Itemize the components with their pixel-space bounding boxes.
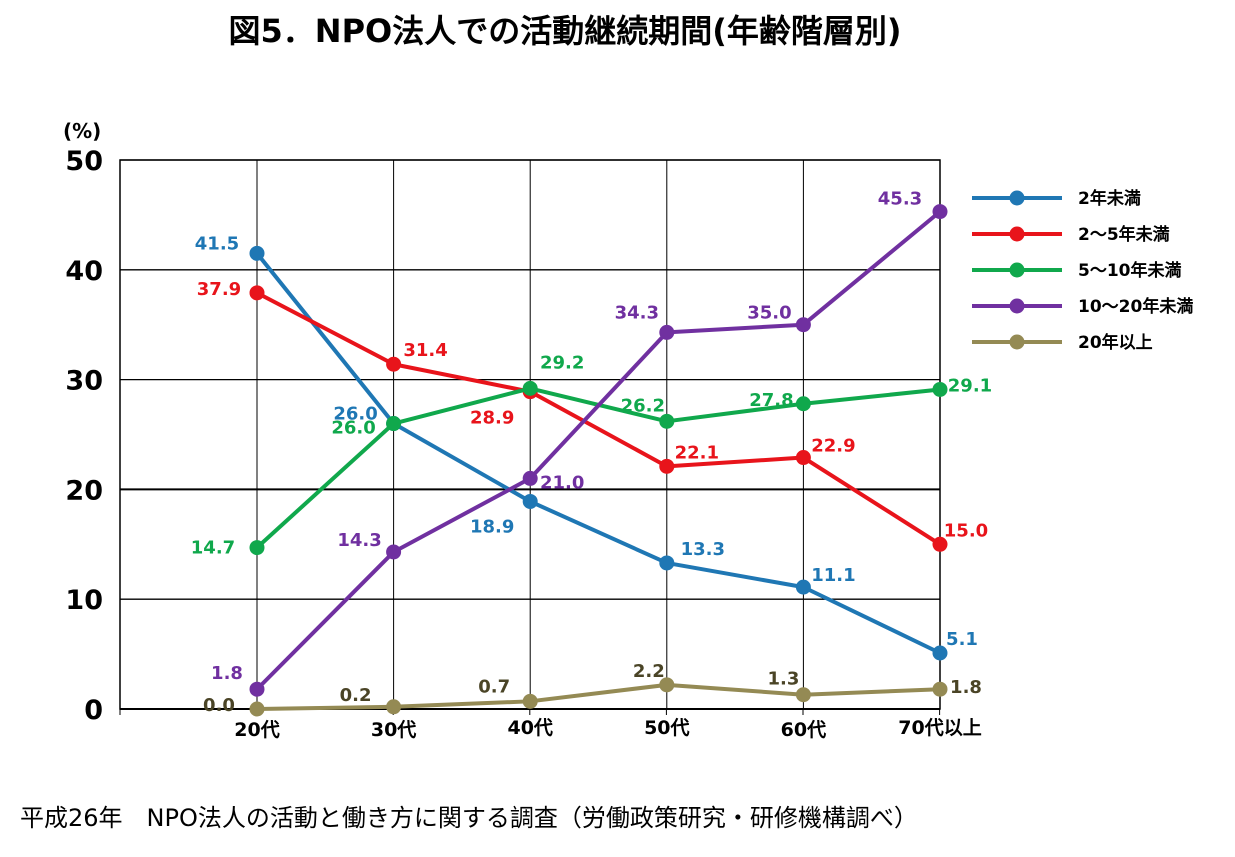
series-3-point-2 [522, 470, 538, 486]
series-3-label-4: 35.0 [747, 303, 791, 324]
legend-marker-4 [1009, 334, 1025, 350]
legend-marker-2 [1009, 262, 1025, 278]
series-2-label-3: 26.2 [621, 395, 665, 416]
legend-marker-3 [1009, 298, 1025, 314]
x-tick-label-2: 40代 [507, 717, 552, 739]
legend-label-0: 2年未満 [1078, 188, 1141, 209]
series-4-label-3: 2.2 [633, 661, 665, 682]
series-1-label-2: 28.9 [470, 408, 514, 429]
series-3-label-5: 45.3 [878, 189, 922, 210]
series-4-point-3 [659, 677, 675, 693]
chart-title: 図5．NPO法人での活動継続期間(年齢階層別) [229, 12, 902, 50]
series-2-point-2 [522, 380, 538, 396]
series-0-point-0 [249, 245, 265, 261]
series-4-label-4: 1.3 [767, 669, 799, 690]
y-axis-ticks: 0 10 20 30 40 50 [65, 146, 103, 726]
legend: 2年未満 2～5年未満 5～10年未満 10～20年未満 20年以上 [972, 188, 1193, 353]
series-4-point-1 [386, 699, 402, 715]
series-3-label-2: 21.0 [540, 472, 584, 493]
series-line-4 [256, 682, 941, 711]
series-1-label-0: 37.9 [197, 279, 241, 300]
series-0-label-3: 13.3 [681, 539, 725, 560]
y-tick-label-0: 0 [84, 695, 103, 726]
series-2-label-4: 27.8 [749, 390, 793, 411]
series-line-1 [256, 291, 942, 546]
legend-marker-0 [1009, 190, 1025, 206]
series-3-label-0: 1.8 [211, 663, 243, 684]
series-3-point-4 [795, 317, 811, 333]
series-1-label-1: 31.4 [403, 340, 447, 361]
series-2-label-2: 29.2 [540, 352, 584, 373]
x-tick-label-4: 60代 [781, 719, 826, 741]
series-3-point-3 [659, 324, 675, 340]
data-labels: 41.5 26.0 18.9 13.3 11.1 5.1 37.9 31.4 28.9 22.1 2… [191, 189, 992, 716]
series-group [249, 204, 948, 717]
y-tick-label-40: 40 [65, 256, 103, 287]
x-tick-label-0: 20代 [234, 719, 279, 741]
x-tick-label-3: 50代 [644, 717, 689, 739]
x-tick-label-5: 70代以上 [898, 717, 981, 739]
source-note: 平成26年 NPO法人の活動と働き方に関する調査（労働政策研究・研修機構調べ） [20, 804, 918, 832]
series-4-point-0 [249, 701, 265, 717]
series-1-point-5 [932, 536, 948, 552]
legend-label-4: 20年以上 [1078, 332, 1153, 353]
series-0-label-0: 41.5 [195, 233, 239, 254]
y-tick-label-10: 10 [65, 585, 103, 616]
series-2-point-1 [386, 416, 402, 432]
y-tick-label-20: 20 [65, 475, 103, 506]
series-2-label-5: 29.1 [948, 375, 992, 396]
series-0-label-1: 26.0 [333, 404, 377, 425]
y-tick-label-50: 50 [65, 146, 103, 177]
series-4-point-2 [522, 693, 538, 709]
series-3-label-3: 34.3 [615, 302, 659, 323]
series-1-point-3 [659, 458, 675, 474]
series-0-label-5: 5.1 [946, 629, 978, 650]
series-2-label-0: 14.7 [191, 538, 235, 559]
series-1-label-4: 22.9 [811, 436, 855, 457]
series-3-point-0 [249, 681, 265, 697]
gridlines [119, 159, 941, 715]
series-3-label-1: 14.3 [337, 530, 381, 551]
series-2-point-0 [249, 540, 265, 556]
series-0-point-5 [932, 645, 948, 661]
legend-marker-1 [1009, 226, 1025, 242]
series-4-label-2: 0.7 [478, 676, 510, 697]
series-0-label-2: 18.9 [470, 516, 514, 537]
series-line-0 [255, 252, 941, 655]
series-4-label-1: 0.2 [340, 685, 372, 706]
series-4-point-5 [932, 681, 948, 697]
x-axis-ticks: 20代 30代 40代 50代 60代 70代以上 [234, 717, 981, 741]
series-3-point-1 [386, 544, 402, 560]
series-4-label-0: 0.0 [203, 695, 235, 716]
series-1-point-0 [249, 285, 265, 301]
series-2-point-4 [795, 396, 811, 412]
series-0-label-4: 11.1 [811, 565, 855, 586]
y-axis-unit: (%) [63, 119, 101, 143]
series-1-label-3: 22.1 [675, 442, 719, 463]
series-3-point-5 [932, 204, 948, 220]
series-0-point-3 [659, 555, 675, 571]
series-2-point-3 [659, 413, 675, 429]
series-0-point-2 [522, 493, 538, 509]
x-tick-label-1: 30代 [371, 719, 416, 741]
series-0-point-4 [795, 579, 811, 595]
y-tick-label-30: 30 [65, 366, 103, 397]
series-4-point-4 [795, 687, 811, 703]
legend-label-3: 10～20年未満 [1078, 296, 1193, 317]
series-1-point-4 [795, 450, 811, 466]
series-2-label-1: 26.0 [331, 418, 375, 439]
series-2-point-5 [932, 381, 948, 397]
series-4-label-5: 1.8 [950, 677, 982, 698]
legend-label-1: 2～5年未満 [1078, 224, 1170, 245]
series-1-label-5: 15.0 [944, 520, 988, 541]
series-1-point-1 [386, 356, 402, 372]
legend-label-2: 5～10年未満 [1078, 260, 1182, 281]
series-line-3 [255, 210, 942, 691]
